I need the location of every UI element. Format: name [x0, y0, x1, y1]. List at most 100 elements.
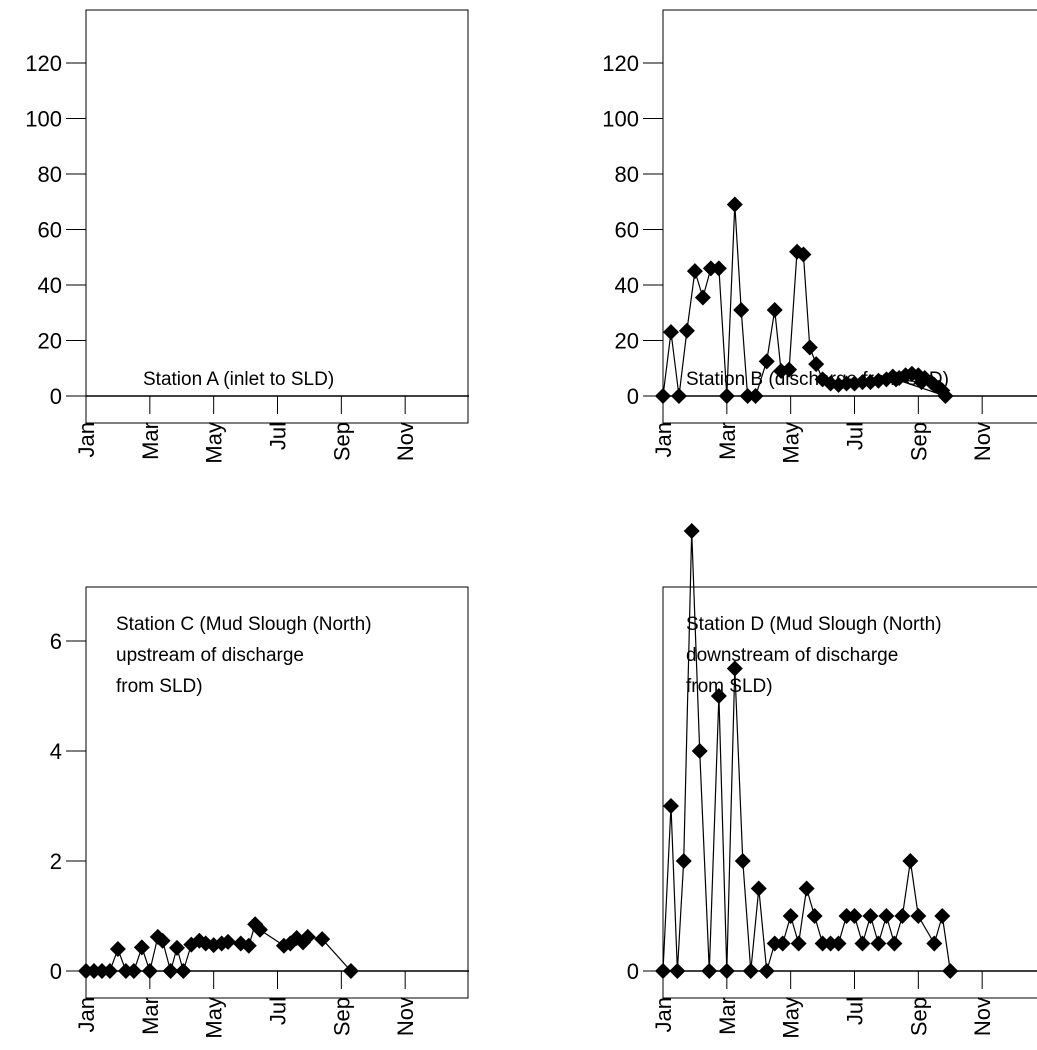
data-point-marker [887, 371, 904, 388]
data-point-marker [718, 388, 735, 404]
data-point-marker [934, 908, 951, 924]
data-point-marker [683, 523, 700, 539]
y-tick-label: 80 [615, 162, 639, 187]
x-tick-label: Nov [393, 997, 418, 1036]
y-tick-label: 120 [602, 51, 639, 76]
data-point-marker [782, 908, 799, 924]
y-tick-label: 0 [627, 384, 639, 409]
data-point-marker [686, 263, 703, 280]
x-tick-label: Jan [651, 422, 676, 457]
x-tick-label: Jan [651, 997, 676, 1032]
data-point-marker [766, 301, 783, 318]
x-tick-label: Jan [74, 997, 99, 1032]
data-point-marker [710, 688, 727, 704]
data-point-marker [675, 853, 692, 869]
data-point-marker [726, 660, 743, 677]
x-tick-label: May [202, 422, 227, 464]
y-tick-label: 0 [50, 384, 62, 409]
data-point-marker [750, 880, 767, 897]
data-point-marker [240, 937, 257, 954]
y-tick-label: 120 [25, 51, 62, 76]
x-tick-label: May [202, 997, 227, 1039]
x-tick-label: Jul [843, 422, 868, 450]
data-point-marker [830, 935, 847, 952]
x-tick-label: May [779, 422, 804, 464]
data-point-marker [141, 963, 158, 979]
y-tick-label: 40 [38, 273, 62, 298]
station-annotation: Station A (inlet to SLD) [143, 369, 334, 390]
data-point-marker [913, 374, 930, 391]
data-point-marker [886, 935, 903, 952]
data-point-marker [109, 941, 126, 957]
data-point-marker [342, 963, 359, 979]
data-point-marker [710, 260, 727, 277]
data-point-marker [662, 324, 679, 341]
data-point-marker [670, 388, 687, 404]
station-annotation: from SLD) [686, 676, 773, 697]
station-annotation: Station C (Mud Slough (North) [116, 614, 372, 635]
x-tick-label: May [779, 997, 804, 1039]
x-tick-label: Mar [715, 422, 740, 460]
station-annotation: downstream of discharge [686, 645, 898, 666]
data-point-marker [733, 301, 750, 318]
data-point-marker [678, 322, 695, 339]
data-point-marker [774, 935, 791, 952]
x-tick-label: Mar [138, 997, 163, 1035]
y-tick-label: 80 [38, 162, 62, 187]
data-point-marker [299, 928, 316, 945]
x-tick-label: Jan [74, 422, 99, 457]
data-point-marker [910, 908, 927, 924]
plot-frame [85, 9, 469, 424]
y-tick-label: 40 [615, 273, 639, 298]
x-tick-label: Sep [906, 997, 931, 1036]
y-tick-label: 100 [25, 107, 62, 132]
data-point-marker [758, 963, 775, 979]
data-point-marker [846, 908, 863, 924]
data-point-marker [701, 963, 718, 979]
data-point-marker [862, 908, 879, 924]
data-point-marker [314, 931, 331, 948]
plot-frame [85, 586, 469, 999]
y-tick-label: 2 [50, 849, 62, 874]
y-tick-label: 20 [615, 329, 639, 354]
x-tick-label: Nov [970, 422, 995, 461]
data-point-marker [691, 743, 708, 759]
data-point-marker [806, 908, 823, 924]
chart-panel-1: 0 20 40 60 80 100 120 Jan Mar May Jul Sep Nov Station… [25, 9, 469, 464]
x-tick-label: Jul [266, 422, 291, 450]
data-point-marker [798, 880, 815, 897]
data-point-marker [854, 935, 871, 952]
y-tick-label: 0 [627, 959, 639, 984]
station-annotation: Station D (Mud Slough (North) [686, 614, 942, 635]
data-point-marker [894, 908, 911, 924]
data-point-marker [133, 939, 150, 956]
y-tick-label: 0 [50, 959, 62, 984]
data-point-marker [790, 935, 807, 952]
data-point-marker [808, 356, 825, 373]
data-point-marker [718, 963, 735, 979]
x-tick-label: Sep [329, 422, 354, 461]
y-tick-label: 20 [38, 329, 62, 354]
x-tick-label: Sep [906, 422, 931, 461]
station-annotation: upstream of discharge [116, 645, 304, 666]
x-tick-label: Sep [329, 997, 354, 1036]
data-point-marker [758, 353, 775, 370]
data-point-marker [168, 939, 185, 956]
data-point-marker [870, 935, 887, 952]
y-tick-label: 60 [38, 218, 62, 243]
data-point-marker [801, 339, 818, 356]
data-point-marker [795, 246, 812, 263]
x-tick-label: Mar [138, 422, 163, 460]
data-point-marker [101, 963, 118, 979]
data-point-marker [926, 935, 943, 952]
plot-frame [662, 9, 1037, 424]
data-point-marker [175, 963, 192, 979]
y-tick-label: 6 [50, 629, 62, 654]
data-point-marker [942, 963, 959, 979]
data-point-marker [154, 932, 171, 949]
data-point-marker [694, 289, 711, 306]
data-point-marker [726, 196, 743, 213]
data-point-marker [878, 908, 895, 924]
